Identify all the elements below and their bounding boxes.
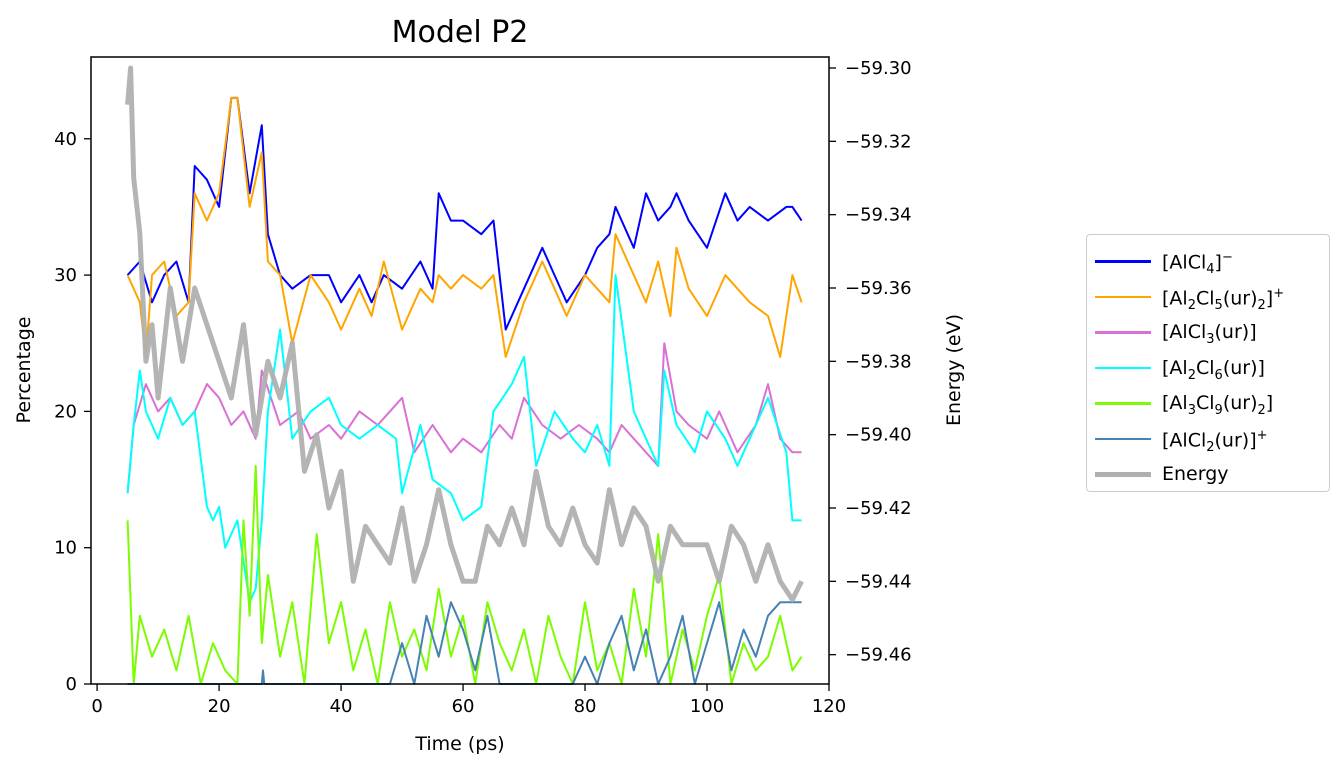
series-line-4	[126, 274, 802, 604]
legend-label: [AlCl4]−	[1162, 250, 1233, 278]
legend-item: [AlCl2(ur)]+	[1087, 421, 1329, 457]
legend-swatch	[1095, 437, 1151, 440]
y2-tick-label: −59.40	[845, 425, 912, 446]
chart-title: Model P2	[392, 15, 529, 50]
legend-item: [Al2Cl6(ur)]	[1087, 350, 1329, 386]
series-line-5	[126, 464, 803, 685]
y-tick-label: 0	[66, 674, 77, 695]
legend-label: [Al2Cl5(ur)2]+	[1162, 285, 1285, 313]
x-tick-label: 40	[330, 696, 353, 717]
y2-tick-label: −59.44	[845, 571, 912, 592]
x-tick-label: 100	[690, 696, 724, 717]
series-line-1	[126, 96, 803, 331]
legend-item: [AlCl3(ur)]	[1087, 314, 1329, 350]
y-tick-label: 20	[54, 401, 77, 422]
legend-item: [Al3Cl9(ur)2]	[1087, 385, 1329, 421]
legend-swatch	[1095, 366, 1151, 369]
y-tick-label: 30	[54, 265, 77, 286]
legend-item: [AlCl4]−	[1087, 243, 1329, 279]
x-tick-label: 60	[452, 696, 475, 717]
y2-tick-label: −59.38	[845, 351, 912, 372]
legend: [AlCl4]− [Al2Cl5(ur)2]+ [AlCl3(ur)] [Al2Cl6…	[1086, 234, 1330, 492]
y2-tick-label: −59.30	[845, 58, 912, 79]
legend-swatch	[1095, 260, 1151, 263]
legend-label: [Al3Cl9(ur)2]	[1162, 392, 1274, 418]
legend-swatch	[1095, 472, 1151, 477]
series-line-7	[125, 65, 804, 603]
y-axis-left: 0 10 20 30 40	[54, 129, 91, 695]
legend-label: [AlCl3(ur)]	[1162, 321, 1257, 347]
y-axis-label: Percentage	[13, 317, 35, 424]
y2-tick-label: −59.46	[845, 645, 912, 666]
series-line-2	[126, 96, 803, 358]
y2-tick-label: −59.34	[845, 205, 912, 226]
plot-frame	[90, 56, 830, 685]
y2-tick-label: −59.42	[845, 498, 912, 519]
legend-swatch	[1095, 402, 1151, 405]
series-line-3	[126, 342, 802, 494]
legend-swatch	[1095, 295, 1151, 298]
x-axis: 0 20 40 60 80 100 120	[91, 684, 846, 717]
y-tick-label: 40	[54, 129, 77, 150]
y2-tick-label: −59.32	[845, 131, 912, 152]
y-axis-right: −59.30 −59.32 −59.34 −59.36 −59.38 −59.40 −59.…	[829, 58, 912, 666]
x-tick-label: 80	[574, 696, 597, 717]
y2-axis-label: Energy (eV)	[943, 314, 965, 426]
x-tick-label: 0	[91, 696, 102, 717]
y-tick-label: 10	[54, 538, 77, 559]
x-tick-label: 20	[208, 696, 231, 717]
legend-swatch	[1095, 331, 1151, 334]
legend-item: Energy	[1087, 456, 1329, 492]
legend-label: Energy	[1162, 463, 1229, 485]
legend-label: [Al2Cl6(ur)]	[1162, 356, 1265, 383]
legend-label: [AlCl2(ur)]+	[1162, 427, 1268, 455]
series-layer	[125, 65, 804, 685]
x-tick-label: 120	[812, 696, 846, 717]
x-axis-label: Time (ps)	[414, 733, 504, 755]
legend-item: [Al2Cl5(ur)2]+	[1087, 279, 1329, 315]
y2-tick-label: −59.36	[845, 278, 912, 299]
